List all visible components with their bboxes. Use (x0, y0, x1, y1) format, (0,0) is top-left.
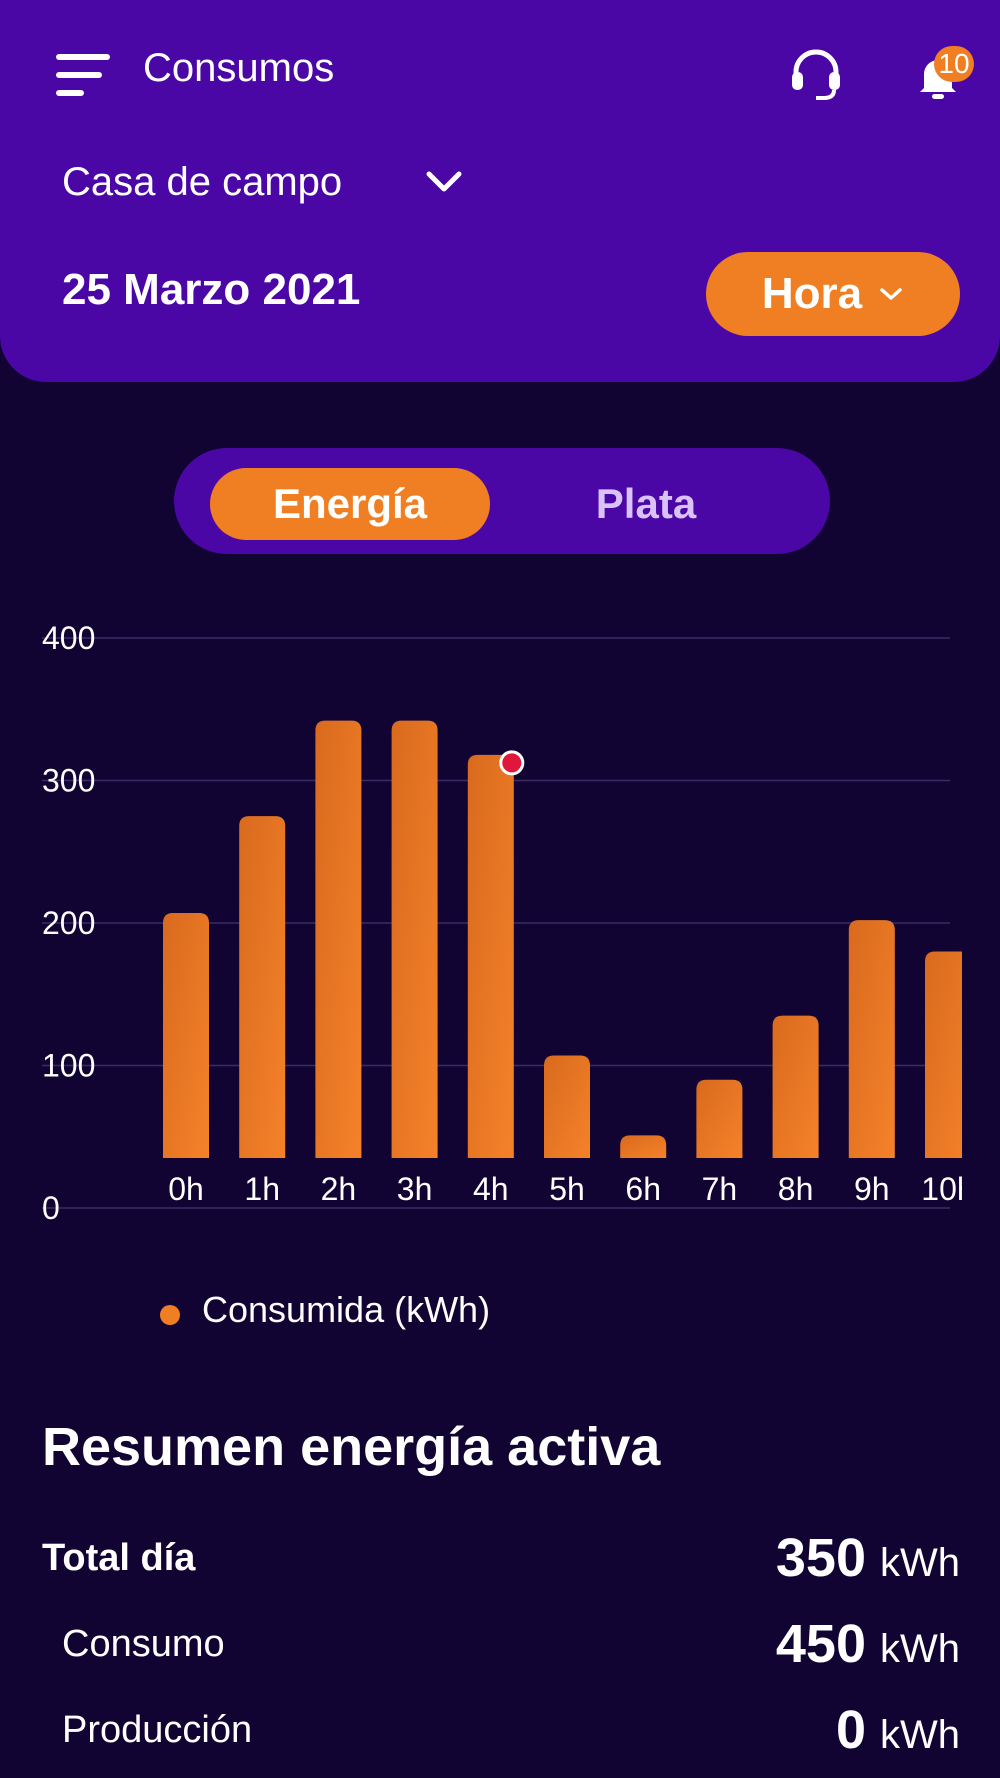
headset-icon[interactable] (788, 46, 844, 102)
summary-unit: kWh (880, 1541, 960, 1585)
consumption-chart: 0 100 200 300 400 0h 1h 2h 3h 4h 5h 6h 7h 8h 9h 10h (42, 620, 974, 1226)
x-tick-label: 4h (473, 1171, 509, 1207)
summary-unit: kWh (880, 1627, 960, 1671)
summary-value: 450 kWh (776, 1612, 960, 1690)
summary-value: 350 kWh (776, 1526, 960, 1604)
bar[interactable] (848, 920, 895, 1158)
tab-energia[interactable]: Energía (210, 468, 490, 540)
summary-number: 0 (835, 1700, 866, 1760)
notification-badge: 10 (934, 46, 974, 82)
x-tick-label: 5h (549, 1171, 585, 1207)
summary-row-total: Total día 350 kWh (0, 1526, 1000, 1590)
x-tick-label: 0h (168, 1171, 204, 1207)
bar[interactable] (467, 754, 514, 1158)
legend-label: Consumida (kWh) (202, 1289, 491, 1330)
summary-value: 0 kWh (836, 1698, 960, 1776)
bar[interactable] (239, 816, 286, 1158)
location-label: Casa de campo (62, 160, 343, 204)
x-tick-label: 10h (921, 1171, 974, 1207)
summary-title: Resumen energía activa (42, 1417, 661, 1477)
selected-point-marker (499, 750, 525, 776)
summary-number: 450 (775, 1614, 866, 1674)
period-label: Hora (761, 269, 863, 318)
bar[interactable] (391, 720, 438, 1158)
bar[interactable] (925, 951, 971, 1159)
bar[interactable] (163, 913, 209, 1158)
bar[interactable] (620, 1135, 667, 1158)
legend-marker (160, 1305, 180, 1325)
x-tick-label: 2h (321, 1171, 357, 1207)
location-select[interactable]: Casa de campo (62, 154, 482, 210)
x-tick-label: 9h (854, 1171, 890, 1207)
summary-label: Producción (62, 1709, 253, 1751)
page-title: Consumos (143, 46, 335, 90)
y-tick-label: 200 (42, 905, 95, 941)
x-tick-label: 8h (778, 1171, 814, 1207)
period-select-button[interactable]: Hora (706, 252, 960, 336)
notifications-button[interactable]: 10 (910, 46, 974, 104)
bar[interactable] (772, 1015, 819, 1158)
x-tick-label: 1h (244, 1171, 280, 1207)
y-tick-label: 0 (42, 1190, 60, 1226)
chevron-down-icon (880, 288, 902, 300)
chevron-down-icon (426, 171, 462, 192)
summary-row-consumo: Consumo 450 kWh (0, 1612, 1000, 1676)
y-tick-label: 100 (42, 1048, 95, 1084)
bar[interactable] (696, 1079, 743, 1158)
summary-unit: kWh (880, 1713, 960, 1757)
summary-label: Consumo (62, 1623, 225, 1665)
date-label: 25 Marzo 2021 (62, 265, 361, 314)
header: Consumos 10 Casa de campo 25 Marzo 2021 … (0, 0, 1000, 382)
x-tick-label: 6h (625, 1171, 661, 1207)
bar[interactable] (544, 1055, 590, 1158)
x-tick-label: 3h (397, 1171, 433, 1207)
x-tick-label: 7h (702, 1171, 738, 1207)
summary-number: 350 (775, 1528, 866, 1588)
view-toggle: Energía Plata (174, 448, 830, 554)
y-tick-label: 300 (42, 763, 95, 799)
y-tick-label: 400 (42, 620, 95, 656)
chart-legend: Consumida (kWh) (160, 1288, 490, 1332)
summary-row-produccion: Producción 0 kWh (0, 1698, 1000, 1762)
menu-icon[interactable] (56, 50, 112, 98)
tab-plata[interactable]: Plata (595, 480, 697, 527)
bar[interactable] (315, 720, 362, 1158)
summary-label: Total día (42, 1537, 196, 1579)
